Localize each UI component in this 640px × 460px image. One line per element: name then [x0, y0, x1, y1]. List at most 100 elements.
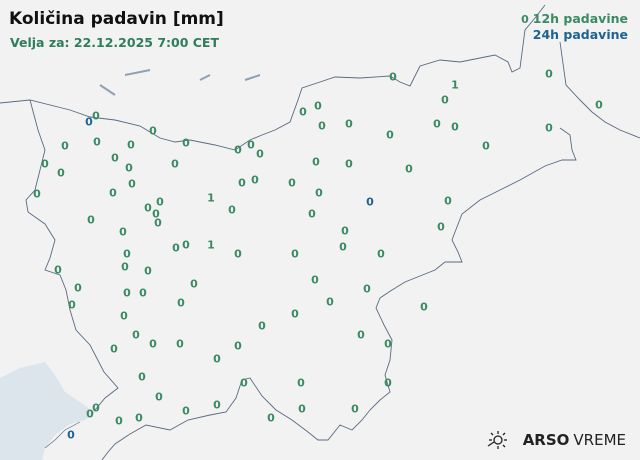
- logo-vreme: VREME: [573, 431, 626, 449]
- station-value-12h: 0: [363, 282, 371, 296]
- station-value-12h: 0: [405, 162, 413, 176]
- station-value-12h: 0: [297, 376, 305, 390]
- station-value-12h: 0: [109, 186, 117, 200]
- station-value-12h: 0: [377, 247, 385, 261]
- legend-12h: 0 12h padavine: [521, 11, 628, 27]
- station-value-12h: 0: [171, 157, 179, 171]
- station-value-12h: 0: [182, 136, 190, 150]
- station-value-12h: 0: [182, 404, 190, 418]
- station-value-24h: 0: [366, 195, 374, 209]
- station-value-12h: 0: [132, 328, 140, 342]
- station-value-12h: 0: [482, 139, 490, 153]
- station-value-12h: 0: [123, 286, 131, 300]
- station-value-12h: 0: [190, 277, 198, 291]
- station-value-12h: 0: [115, 414, 123, 428]
- station-value-12h: 0: [92, 401, 100, 415]
- station-value-12h: 0: [41, 157, 49, 171]
- station-value-12h: 0: [149, 124, 157, 138]
- station-value-12h: 0: [128, 177, 136, 191]
- station-value-12h: 0: [433, 117, 441, 131]
- map-title: Količina padavin [mm]: [9, 9, 224, 29]
- station-value-24h: 0: [85, 115, 93, 129]
- station-value-12h: 0: [87, 213, 95, 227]
- station-value-12h: 1: [207, 238, 215, 252]
- station-value-12h: 0: [86, 407, 94, 421]
- arso-logo: ARSO VREME: [487, 430, 626, 450]
- station-value-12h: 0: [61, 139, 69, 153]
- station-value-12h: 0: [386, 128, 394, 142]
- station-value-12h: 0: [288, 176, 296, 190]
- station-value-12h: 0: [345, 157, 353, 171]
- station-value-12h: 0: [240, 376, 248, 390]
- station-value-12h: 0: [144, 201, 152, 215]
- station-value-12h: 0: [234, 339, 242, 353]
- station-value-12h: 0: [234, 247, 242, 261]
- station-value-12h: 0: [267, 411, 275, 425]
- station-value-12h: 0: [125, 161, 133, 175]
- station-value-12h: 0: [111, 151, 119, 165]
- station-value-12h: 0: [135, 411, 143, 425]
- station-value-12h: 0: [444, 194, 452, 208]
- sun-icon: [487, 431, 507, 449]
- station-value-12h: 0: [258, 319, 266, 333]
- station-value-12h: 1: [451, 78, 459, 92]
- station-value-12h: 0: [92, 109, 100, 123]
- station-value-12h: 0: [127, 138, 135, 152]
- station-value-12h: 0: [308, 207, 316, 221]
- station-value-12h: 0: [54, 263, 62, 277]
- station-value-12h: 0: [172, 241, 180, 255]
- station-value-12h: 0: [299, 105, 307, 119]
- station-value-12h: 0: [384, 376, 392, 390]
- station-value-12h: 0: [595, 98, 603, 112]
- legend: 0 12h padavine 24h padavine: [521, 11, 628, 42]
- station-value-12h: 0: [291, 307, 299, 321]
- station-value-12h: 0: [152, 207, 160, 221]
- station-value-12h: 0: [357, 328, 365, 342]
- station-value-12h: 0: [119, 225, 127, 239]
- station-value-12h: 0: [176, 337, 184, 351]
- station-value-12h: 0: [123, 247, 131, 261]
- valid-time: Velja za: 22.12.2025 7:00 CET: [10, 35, 219, 50]
- country-border: [0, 4, 640, 460]
- station-value-12h: 0: [247, 138, 255, 152]
- station-value-12h: 0: [120, 309, 128, 323]
- station-value-12h: 0: [420, 300, 428, 314]
- station-value-12h: 0: [311, 273, 319, 287]
- station-value-12h: 0: [139, 286, 147, 300]
- station-value-12h: 0: [155, 390, 163, 404]
- station-value-12h: 0: [326, 295, 334, 309]
- station-value-12h: 0: [389, 70, 397, 84]
- station-value-12h: 0: [93, 135, 101, 149]
- station-value-12h: 0: [545, 121, 553, 135]
- station-value-12h: 0: [68, 298, 76, 312]
- station-value-12h: 0: [345, 117, 353, 131]
- station-value-12h: 0: [339, 240, 347, 254]
- station-value-12h: 0: [213, 352, 221, 366]
- sea: [0, 362, 95, 460]
- station-value-12h: 0: [384, 337, 392, 351]
- station-value-12h: 0: [228, 203, 236, 217]
- station-value-12h: 0: [154, 216, 162, 230]
- legend-sample: 0: [521, 13, 529, 26]
- station-value-12h: 0: [256, 147, 264, 161]
- station-value-12h: 0: [318, 119, 326, 133]
- station-value-12h: 0: [138, 370, 146, 384]
- station-value-12h: 0: [251, 173, 259, 187]
- station-value-12h: 1: [207, 191, 215, 205]
- station-value-12h: 0: [341, 224, 349, 238]
- station-value-12h: 0: [149, 337, 157, 351]
- station-value-12h: 0: [298, 402, 306, 416]
- station-value-12h: 0: [437, 220, 445, 234]
- legend-12h-label: 12h padavine: [532, 11, 628, 26]
- station-value-12h: 0: [312, 155, 320, 169]
- station-value-12h: 0: [238, 176, 246, 190]
- station-value-12h: 0: [545, 67, 553, 81]
- station-value-12h: 0: [33, 187, 41, 201]
- station-value-12h: 0: [110, 342, 118, 356]
- station-value-12h: 0: [315, 186, 323, 200]
- station-value-24h: 0: [67, 428, 75, 442]
- legend-24h: 24h padavine: [532, 27, 628, 42]
- station-value-12h: 0: [234, 143, 242, 157]
- station-value-12h: 0: [182, 238, 190, 252]
